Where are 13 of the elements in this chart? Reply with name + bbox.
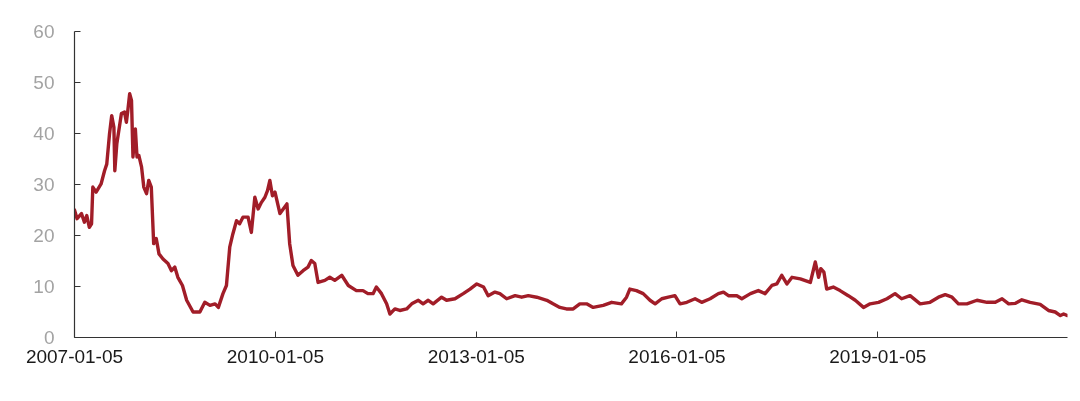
x-tick-label: 2016-01-05 bbox=[628, 345, 726, 367]
x-tick-label: 2007-01-05 bbox=[25, 345, 124, 367]
y-tick-label: 10 bbox=[33, 276, 55, 297]
x-tick-label: 2013-01-05 bbox=[427, 345, 525, 367]
line-series bbox=[74, 92, 1068, 318]
x-tick-label: 2019-01-05 bbox=[829, 345, 927, 367]
y-tick-label: 40 bbox=[33, 123, 55, 144]
y-tick-label: 30 bbox=[33, 174, 55, 195]
y-tick-label: 20 bbox=[33, 225, 55, 246]
x-tick-label: 2010-01-05 bbox=[226, 345, 324, 367]
y-tick-label: 60 bbox=[33, 21, 55, 42]
y-tick-label: 0 bbox=[43, 327, 55, 348]
y-tick-label: 50 bbox=[33, 72, 55, 93]
